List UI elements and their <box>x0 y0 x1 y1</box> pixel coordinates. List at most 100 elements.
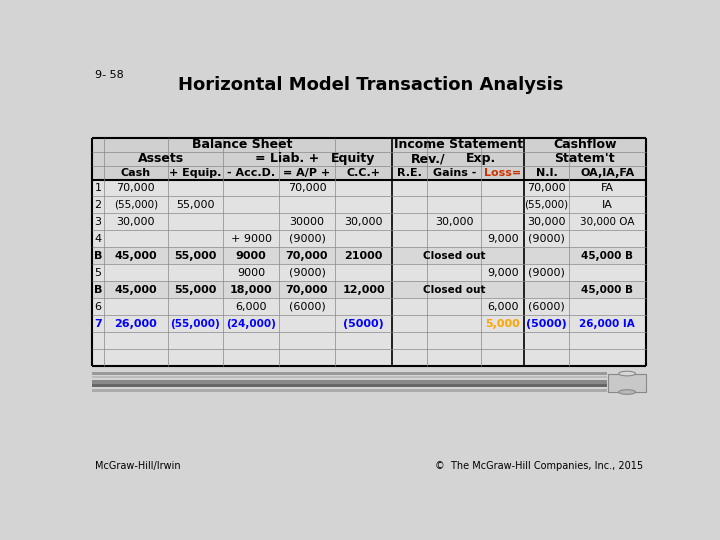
Text: 6: 6 <box>94 301 102 312</box>
Text: Gains -: Gains - <box>433 167 476 178</box>
Text: McGraw-Hill/Irwin: McGraw-Hill/Irwin <box>96 461 181 471</box>
Text: 70,000: 70,000 <box>286 251 328 261</box>
Text: 12,000: 12,000 <box>342 285 385 295</box>
Text: Loss=: Loss= <box>484 167 521 178</box>
Text: FA: FA <box>600 183 614 193</box>
Text: 30000: 30000 <box>289 217 325 227</box>
Text: Exp.: Exp. <box>465 152 495 165</box>
Text: 5,000: 5,000 <box>485 319 520 328</box>
Text: 9000: 9000 <box>237 268 265 278</box>
Bar <box>92 213 646 231</box>
Bar <box>92 197 646 213</box>
Text: 55,000: 55,000 <box>174 285 217 295</box>
Text: 70,000: 70,000 <box>117 183 155 193</box>
Text: 55,000: 55,000 <box>176 200 215 210</box>
Text: 26,000: 26,000 <box>114 319 157 328</box>
Text: (5000): (5000) <box>526 319 567 328</box>
Bar <box>92 281 646 298</box>
Bar <box>92 384 607 387</box>
Text: 3: 3 <box>94 217 102 227</box>
Text: 2: 2 <box>94 200 102 210</box>
Text: 45,000 B: 45,000 B <box>581 251 634 261</box>
Text: 1: 1 <box>94 183 102 193</box>
Text: (6000): (6000) <box>289 301 325 312</box>
Bar <box>92 231 646 247</box>
Text: B: B <box>94 251 102 261</box>
Text: Rev./: Rev./ <box>410 152 445 165</box>
Text: Balance Sheet: Balance Sheet <box>192 138 292 151</box>
Bar <box>608 374 646 392</box>
Ellipse shape <box>618 390 636 394</box>
Text: 45,000: 45,000 <box>114 251 157 261</box>
Text: Cashflow: Cashflow <box>553 138 616 151</box>
Text: = Liab. +: = Liab. + <box>255 152 320 165</box>
Text: (24,000): (24,000) <box>226 319 276 328</box>
Text: 18,000: 18,000 <box>230 285 272 295</box>
Bar <box>92 376 607 378</box>
Text: 70,000: 70,000 <box>527 183 566 193</box>
Text: 9,000: 9,000 <box>487 268 518 278</box>
Bar <box>92 138 646 366</box>
Bar <box>92 332 646 349</box>
Text: Assets: Assets <box>138 152 184 165</box>
Text: (55,000): (55,000) <box>114 200 158 210</box>
Text: 30,000: 30,000 <box>117 217 155 227</box>
Bar <box>92 179 646 197</box>
Text: = A/P +: = A/P + <box>284 167 330 178</box>
Text: 9- 58: 9- 58 <box>96 70 124 80</box>
Text: (55,000): (55,000) <box>524 200 569 210</box>
Text: OA,IA,FA: OA,IA,FA <box>580 167 634 178</box>
Text: ©  The McGraw-Hill Companies, Inc., 2015: © The McGraw-Hill Companies, Inc., 2015 <box>435 461 644 471</box>
Text: - Acc.D.: - Acc.D. <box>227 167 275 178</box>
Text: 30,000: 30,000 <box>435 217 474 227</box>
Bar <box>92 389 607 392</box>
Bar <box>92 152 646 166</box>
Text: (9000): (9000) <box>289 234 325 244</box>
Text: IA: IA <box>602 200 613 210</box>
Text: Horizontal Model Transaction Analysis: Horizontal Model Transaction Analysis <box>178 76 563 94</box>
Text: (5000): (5000) <box>343 319 384 328</box>
Ellipse shape <box>618 372 636 376</box>
Text: 70,000: 70,000 <box>286 285 328 295</box>
Text: 5: 5 <box>94 268 102 278</box>
Text: 21000: 21000 <box>344 251 383 261</box>
Text: 30,000 OA: 30,000 OA <box>580 217 634 227</box>
Text: 70,000: 70,000 <box>288 183 326 193</box>
Text: 30,000: 30,000 <box>344 217 383 227</box>
Text: 30,000: 30,000 <box>527 217 566 227</box>
Text: 7: 7 <box>94 319 102 328</box>
Text: (6000): (6000) <box>528 301 565 312</box>
Text: 9000: 9000 <box>236 251 266 261</box>
Text: (55,000): (55,000) <box>171 319 220 328</box>
Bar <box>92 264 646 281</box>
Text: 6,000: 6,000 <box>235 301 267 312</box>
Bar <box>92 372 607 375</box>
Bar <box>92 247 646 264</box>
Text: (9000): (9000) <box>528 234 565 244</box>
Text: 55,000: 55,000 <box>174 251 217 261</box>
Text: + 9000: + 9000 <box>230 234 271 244</box>
Text: + Equip.: + Equip. <box>169 167 222 178</box>
Text: B: B <box>94 285 102 295</box>
Text: 6,000: 6,000 <box>487 301 518 312</box>
Text: R.E.: R.E. <box>397 167 422 178</box>
Text: Income Statement: Income Statement <box>394 138 523 151</box>
Bar <box>92 166 646 179</box>
Text: Statem't: Statem't <box>554 152 615 165</box>
Text: 45,000: 45,000 <box>114 285 157 295</box>
Text: 45,000 B: 45,000 B <box>581 285 634 295</box>
Bar <box>92 380 607 383</box>
Text: N.I.: N.I. <box>536 167 557 178</box>
Bar <box>92 298 646 315</box>
Bar <box>92 138 646 152</box>
Bar <box>92 349 646 366</box>
Text: (9000): (9000) <box>528 268 565 278</box>
Text: Closed out: Closed out <box>423 285 485 295</box>
Text: Closed out: Closed out <box>423 251 485 261</box>
Text: Cash: Cash <box>121 167 150 178</box>
Text: (9000): (9000) <box>289 268 325 278</box>
Text: 9,000: 9,000 <box>487 234 518 244</box>
Text: C.C.+: C.C.+ <box>346 167 381 178</box>
Text: 26,000 IA: 26,000 IA <box>580 319 635 328</box>
Bar <box>92 315 646 332</box>
